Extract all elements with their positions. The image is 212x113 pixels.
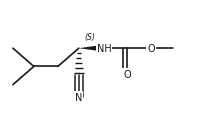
Text: O: O: [147, 44, 155, 54]
Text: NH: NH: [96, 44, 111, 54]
Text: (S): (S): [85, 33, 96, 42]
Text: N: N: [75, 92, 82, 102]
Polygon shape: [79, 45, 104, 52]
Text: O: O: [123, 70, 131, 80]
